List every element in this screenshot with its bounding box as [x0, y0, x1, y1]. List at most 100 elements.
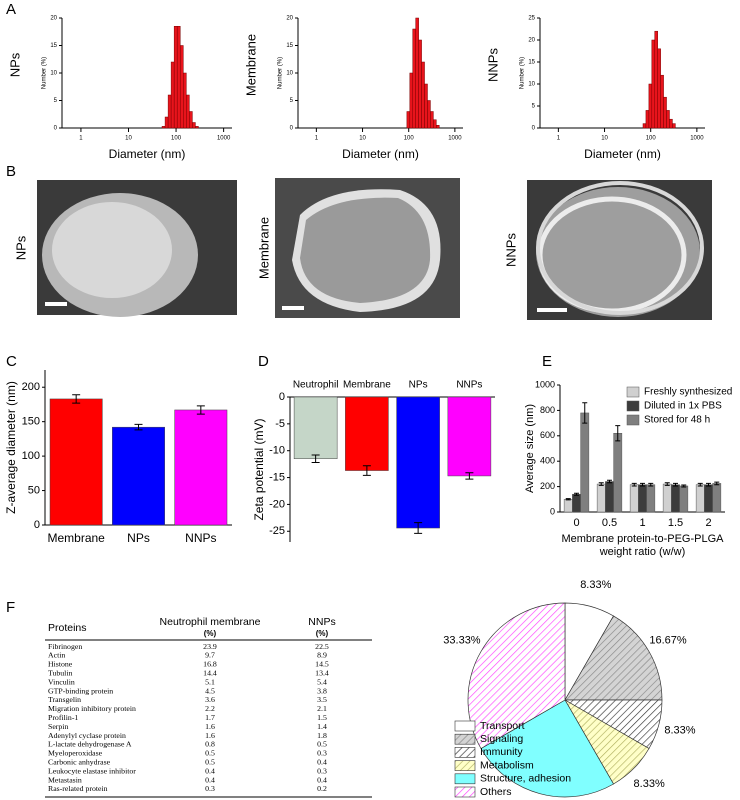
y-tick-label: -10	[269, 445, 285, 457]
error-bar	[362, 465, 371, 476]
x-axis-title: weight ratio (w/w)	[599, 546, 686, 558]
panel-letter: C	[6, 353, 17, 370]
error-bar	[311, 454, 320, 464]
table-cell: 3.5	[317, 695, 327, 704]
table-cell: 0.3	[317, 766, 327, 775]
data-label: 16.67%	[649, 634, 687, 646]
histogram-bar	[660, 74, 664, 129]
table-cell: Actin	[48, 651, 65, 660]
error-bar	[574, 492, 579, 496]
micrograph	[37, 180, 237, 317]
error-bar	[615, 425, 621, 442]
legend-label: Others	[480, 786, 512, 798]
x-tick-label: 10	[125, 136, 132, 142]
bar	[629, 484, 639, 513]
y-tick-label: 5	[54, 98, 58, 104]
panel-letter: A	[6, 1, 16, 18]
histogram-bar	[167, 94, 172, 129]
y-tick-label: 20	[50, 16, 57, 22]
x-axis-title: Diameter (nm)	[109, 147, 186, 161]
y-tick-label: 5	[532, 104, 536, 110]
error-bar	[414, 522, 423, 534]
table-cell: 0.3	[205, 784, 215, 793]
x-tick-label: Neutrophil	[293, 380, 339, 391]
table-cell: Ras-related protein	[48, 784, 108, 793]
y-tick-label: 0	[550, 506, 555, 516]
data-label: 8.33%	[580, 579, 611, 591]
table-cell: L-lactate dehydrogenase A	[48, 740, 132, 749]
error-bar	[681, 484, 687, 488]
bar	[638, 484, 647, 513]
histogram-bar	[179, 45, 184, 129]
histogram-bar	[657, 48, 661, 129]
histogram-bar	[164, 116, 169, 129]
x-tick-label: NNPs	[456, 380, 482, 391]
table-cell: 3.6	[205, 695, 215, 704]
bar	[679, 485, 689, 513]
table-cell: 0.2	[317, 784, 327, 793]
y-axis-title: Average size (nm)	[524, 404, 536, 493]
error-bar	[565, 498, 571, 501]
table-cell: 8.9	[317, 651, 327, 660]
bar	[596, 483, 606, 513]
table-cell: Histone	[48, 660, 73, 669]
y-tick-label: 400	[540, 456, 555, 466]
histogram-bar	[412, 28, 416, 129]
bar	[646, 484, 656, 513]
pie-slice	[564, 615, 663, 701]
histogram-bar	[663, 96, 667, 129]
y-axis-title: Number (%)	[520, 57, 526, 89]
y-tick-label: 15	[528, 60, 535, 66]
error-bar	[582, 402, 588, 424]
table-cell: Profilin-1	[48, 713, 78, 722]
legend-swatch	[626, 414, 640, 426]
legend-swatch	[626, 400, 640, 412]
x-axis-title: Membrane protein-to-PEG-PLGA	[561, 533, 724, 545]
x-tick-label: 100	[404, 136, 415, 142]
y-tick-label: -5	[275, 418, 285, 430]
error-bar	[697, 482, 703, 487]
bar	[671, 484, 680, 513]
x-tick-label: 1	[557, 136, 561, 142]
table-cell: Tubulin	[48, 668, 73, 677]
panel-letter: B	[6, 163, 16, 180]
table-cell: 0.4	[205, 766, 215, 775]
histogram-bar	[418, 39, 422, 129]
histogram-bar	[161, 126, 166, 129]
y-tick-label: 0	[279, 391, 285, 403]
error-bar	[72, 394, 81, 404]
image-label: NNPs	[503, 233, 518, 267]
y-tick-label: 15	[286, 43, 293, 49]
table-cell: 2.2	[205, 704, 215, 713]
x-tick-label: 1	[315, 136, 319, 142]
legend-swatch	[626, 386, 640, 398]
table-cell: Myeloperoxidase	[48, 749, 103, 758]
table-cell: 0.5	[205, 749, 215, 758]
bar	[712, 483, 722, 513]
panel-letter: D	[258, 353, 269, 370]
x-tick-label: 1.5	[668, 517, 683, 529]
table-cell: 14.4	[203, 668, 217, 677]
y-tick-label: 50	[28, 484, 40, 496]
table-header: Proteins	[48, 622, 87, 634]
y-tick-label: -15	[269, 471, 285, 483]
table-cell: 2.1	[317, 704, 327, 713]
y-tick-label: 5	[290, 98, 294, 104]
bar	[447, 396, 492, 477]
y-tick-label: 25	[528, 16, 535, 22]
table-cell: 5.1	[205, 677, 215, 686]
legend-swatch	[454, 720, 476, 732]
table-cell: 5.4	[317, 677, 327, 686]
histogram-bar	[189, 111, 193, 129]
error-bar	[631, 482, 637, 487]
data-label: 8.33%	[634, 778, 665, 790]
table-cell: Metastasin	[48, 775, 82, 784]
x-tick-label: NNPs	[185, 531, 216, 545]
legend-label: Freshly synthesized	[644, 387, 732, 398]
bar	[605, 481, 614, 513]
y-tick-label: -25	[269, 525, 285, 537]
y-tick-label: 0	[290, 126, 294, 132]
histogram-bar	[176, 26, 181, 129]
y-tick-label: 10	[50, 71, 57, 77]
table-cell: 0.5	[205, 757, 215, 766]
